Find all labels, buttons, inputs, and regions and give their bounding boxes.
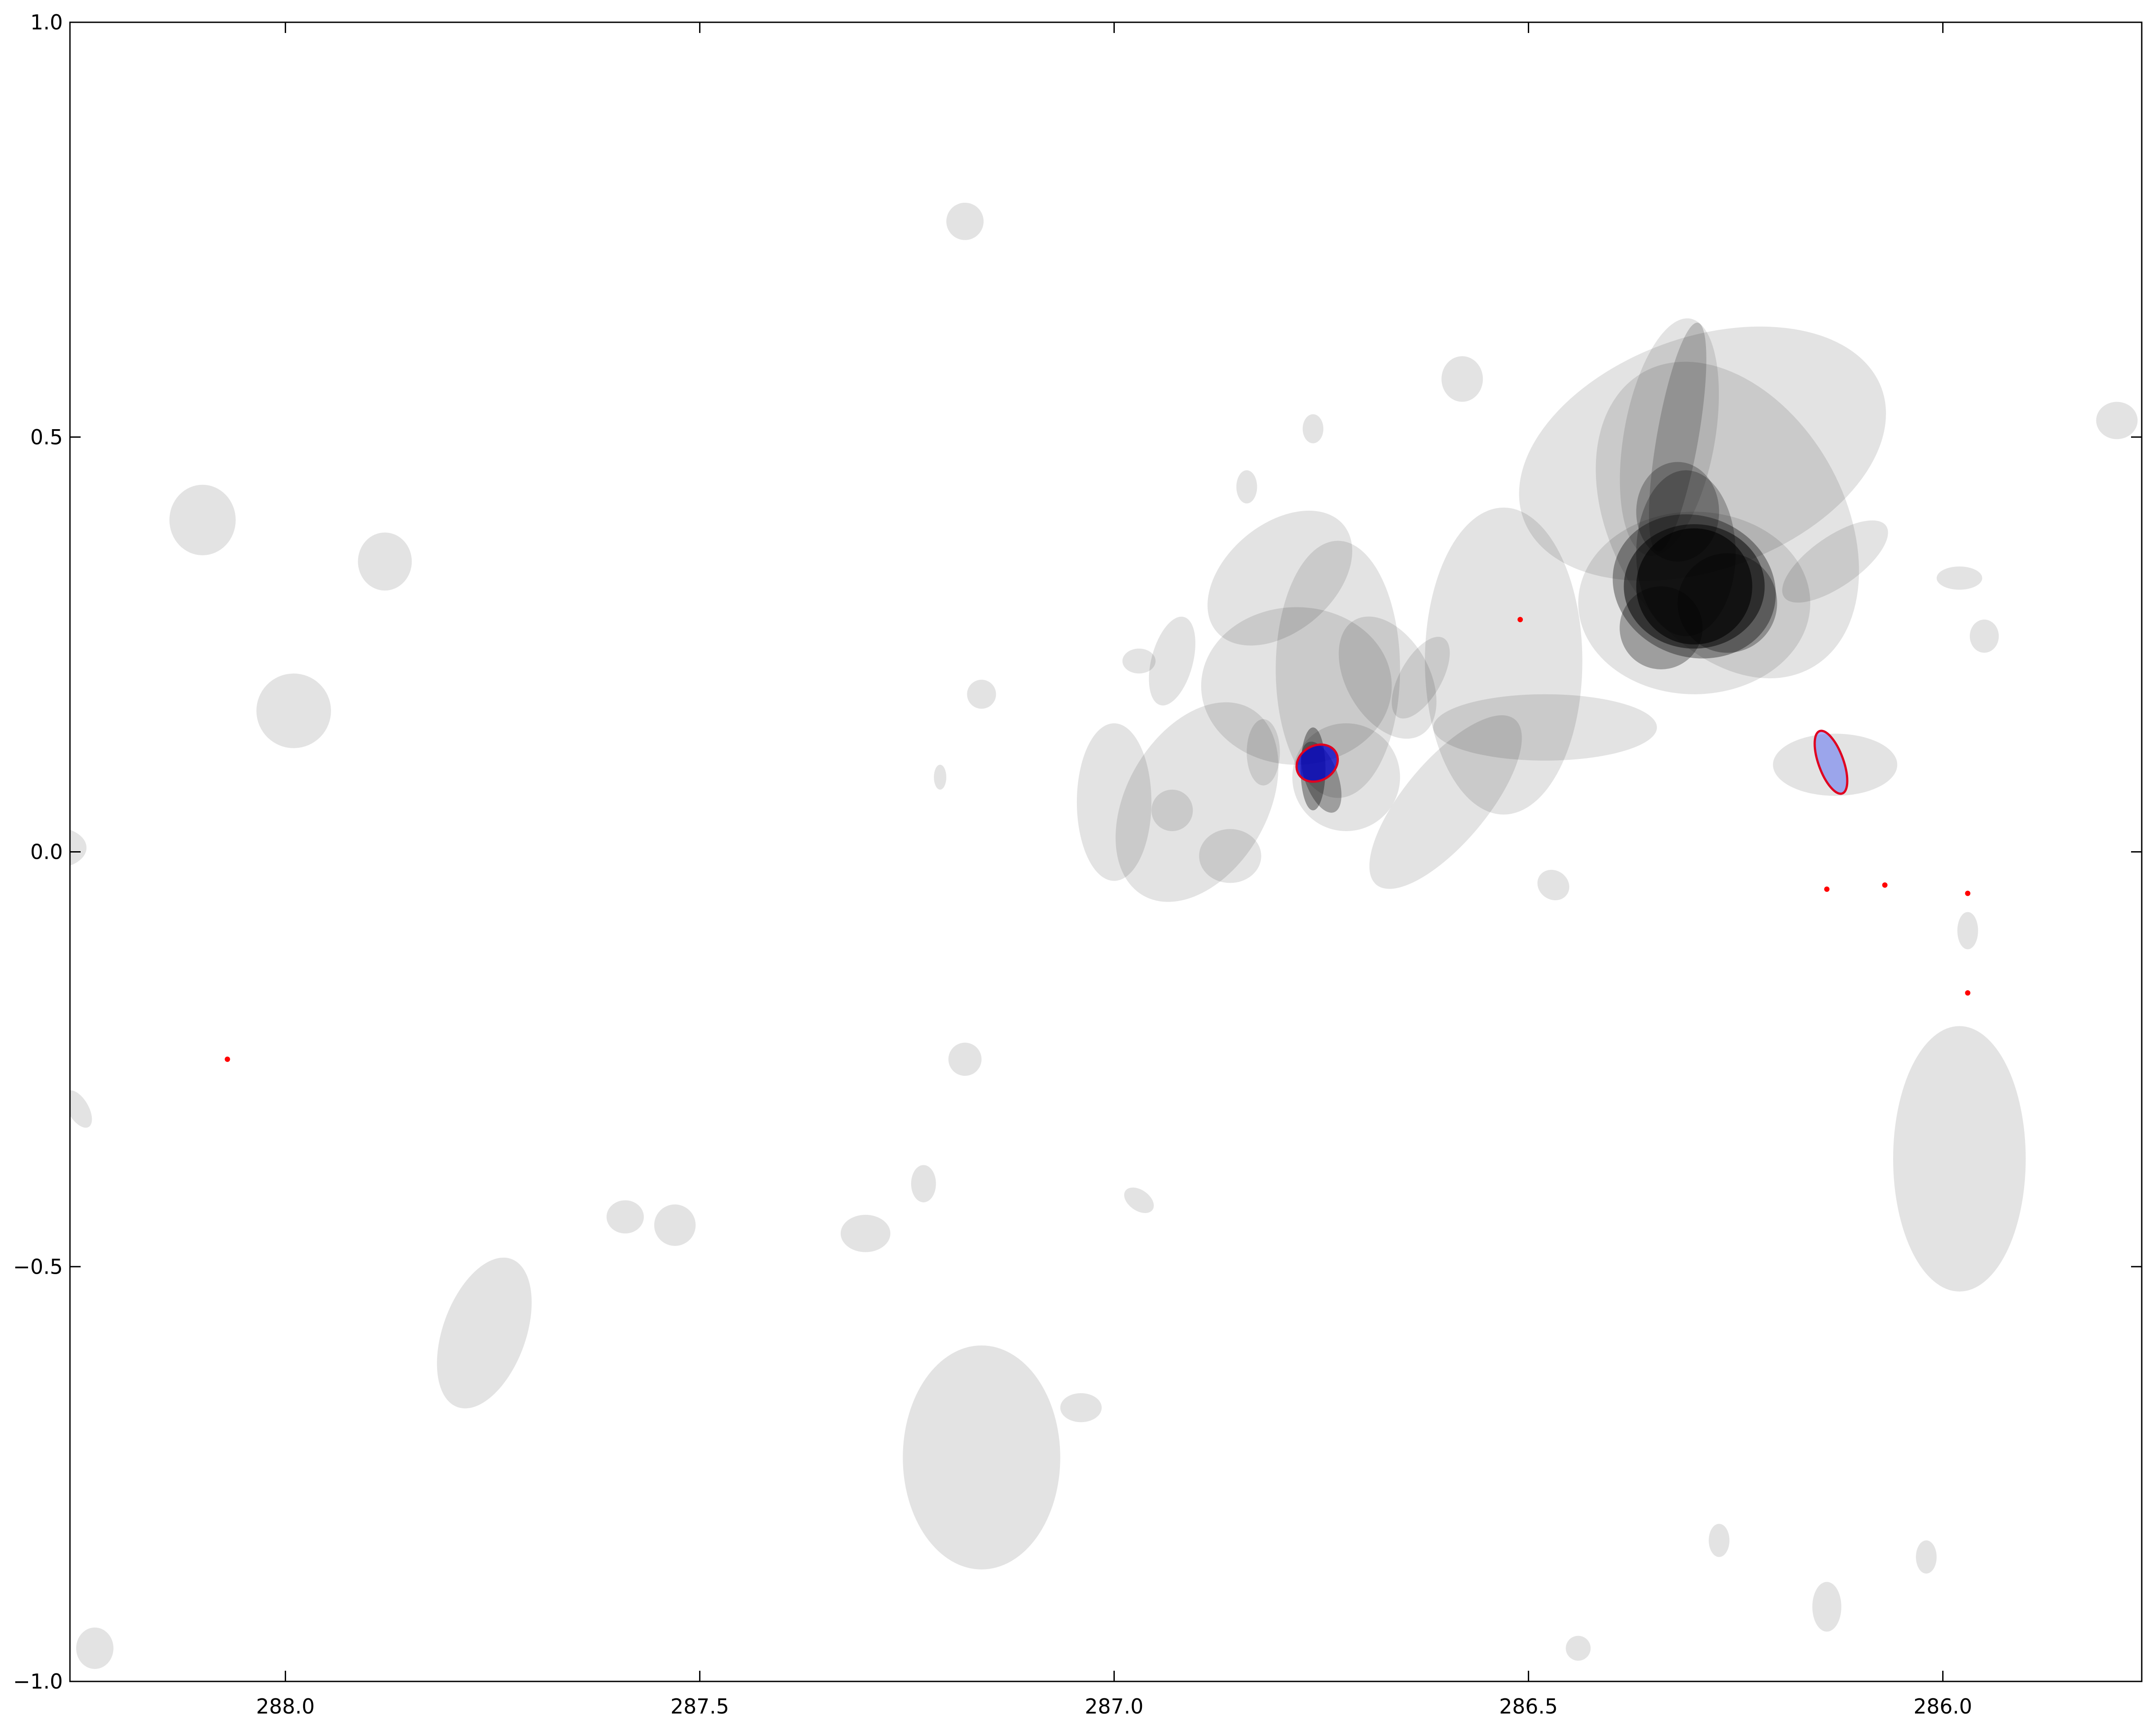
- source-ellipses: [70, 202, 2138, 1669]
- source-ellipse: [1936, 566, 1982, 590]
- source-ellipse: [76, 1628, 114, 1669]
- source-ellipse: [1636, 470, 1736, 636]
- y-tick-label: 0.0: [30, 840, 63, 864]
- source-ellipse: [1247, 719, 1280, 786]
- marker-point: [1965, 990, 1971, 996]
- y-axis: 1.0 0.5 0.0 −0.5 −1.0: [13, 10, 2142, 1693]
- x-tick-label: 287.5: [671, 1694, 729, 1718]
- marker-point: [1824, 886, 1830, 892]
- highlighted-source-ellipse: [1295, 743, 1339, 783]
- source-ellipse: [169, 484, 236, 556]
- source-ellipse: [1537, 869, 1570, 901]
- source-ellipse: [70, 829, 87, 866]
- source-ellipse: [1425, 507, 1583, 815]
- source-ellipse: [946, 202, 984, 240]
- source-ellipse: [1060, 1393, 1102, 1423]
- x-tick-label: 286.0: [1914, 1694, 1972, 1718]
- marker-point: [225, 1056, 230, 1062]
- x-axis: 288.0 287.5 287.0 286.5 286.0: [256, 22, 1972, 1718]
- source-ellipse: [1236, 470, 1257, 504]
- source-ellipse: [1433, 694, 1657, 761]
- source-ellipse: [1441, 356, 1483, 402]
- source-ellipse: [1149, 616, 1195, 705]
- source-ellipse: [256, 673, 331, 748]
- source-ellipse: [1391, 636, 1450, 719]
- source-ellipse: [1207, 510, 1353, 646]
- source-ellipse: [606, 1200, 644, 1234]
- x-tick-label: 288.0: [256, 1694, 315, 1718]
- source-ellipse: [2096, 402, 2138, 439]
- source-ellipse: [1893, 1026, 2026, 1292]
- source-ellipse: [358, 532, 412, 591]
- source-ellipse: [1369, 715, 1522, 889]
- source-ellipse: [1624, 524, 1765, 649]
- source-ellipse: [1709, 1524, 1730, 1557]
- source-ellipse: [1636, 462, 1719, 562]
- source-ellipse: [1620, 318, 1719, 556]
- highlighted-source-ellipse: [1813, 730, 1849, 795]
- source-ellipse: [1957, 912, 1978, 950]
- marker-point: [1965, 890, 1971, 896]
- x-tick-label: 287.0: [1085, 1694, 1144, 1718]
- source-ellipse: [1076, 723, 1152, 881]
- source-ellipse: [1151, 789, 1193, 831]
- source-ellipse: [1338, 616, 1437, 739]
- source-ellipse: [654, 1204, 696, 1246]
- y-tick-label: 1.0: [30, 10, 63, 34]
- y-tick-label: −1.0: [13, 1669, 63, 1693]
- source-ellipse: [840, 1214, 891, 1252]
- source-ellipse: [1566, 1636, 1591, 1661]
- marker-points: [225, 617, 1971, 1062]
- y-tick-label: 0.5: [30, 425, 63, 449]
- source-ellipse: [1916, 1540, 1937, 1574]
- source-ellipse: [1115, 702, 1279, 902]
- source-ellipse: [437, 1257, 532, 1409]
- highlighted-sources: [1295, 730, 1849, 795]
- x-tick-label: 286.5: [1499, 1694, 1558, 1718]
- source-ellipse: [1201, 607, 1392, 765]
- source-ellipse: [1970, 619, 1999, 653]
- source-ellipse: [1276, 541, 1400, 798]
- source-ellipse: [967, 680, 996, 709]
- marker-point: [1882, 882, 1888, 888]
- source-ellipse: [1649, 322, 1706, 552]
- source-ellipse: [1122, 648, 1156, 674]
- source-ellipse: [1124, 1187, 1154, 1213]
- source-ellipse: [1199, 829, 1261, 883]
- source-ellipse: [1519, 326, 1886, 581]
- source-ellipse: [1612, 514, 1776, 659]
- y-tick-label: −0.5: [13, 1255, 63, 1279]
- marker-point: [1518, 617, 1523, 623]
- source-ellipse: [1677, 553, 1777, 653]
- source-ellipse: [911, 1165, 936, 1202]
- source-ellipse: [934, 765, 946, 790]
- source-ellipse: [1782, 520, 1888, 603]
- source-ellipse: [948, 1042, 982, 1076]
- source-ellipse: [1812, 1582, 1841, 1632]
- source-ellipse: [1302, 414, 1324, 443]
- source-ellipse: [1620, 586, 1703, 669]
- source-ellipse: [70, 1090, 92, 1128]
- source-ellipse: [903, 1345, 1060, 1570]
